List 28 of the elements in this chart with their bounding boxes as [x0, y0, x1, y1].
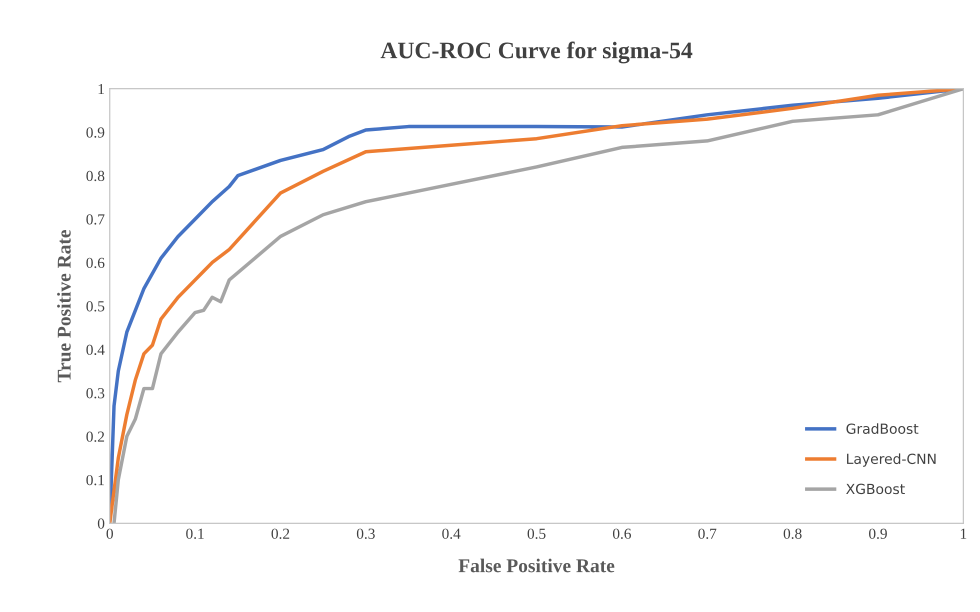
x-tick-label: 0.4: [442, 528, 460, 539]
y-tick-label: 1: [98, 84, 104, 94]
y-axis-title: True Positive Rate: [57, 230, 71, 382]
x-tick-label: 0.1: [186, 528, 204, 539]
y-tick-label: 0.3: [86, 388, 104, 398]
legend-label: XGBoost: [846, 484, 905, 494]
x-tick-label: 0.3: [356, 528, 375, 539]
y-tick-label: 0.1: [86, 474, 104, 486]
x-tick-label: 0: [106, 528, 113, 539]
y-tick-label: 0.6: [86, 258, 104, 268]
y-tick-label: 0.9: [86, 127, 104, 138]
legend-label: Layered-CNN: [847, 453, 936, 467]
x-axis-title: False Positive Rate: [458, 558, 614, 572]
y-tick-label: 0.5: [86, 301, 104, 312]
x-tick-label: 0.7: [698, 528, 716, 539]
x-tick-label: 0.5: [528, 528, 546, 539]
legend-label: GradBoost: [846, 423, 918, 434]
y-tick-label: 0.7: [86, 214, 104, 225]
y-tick-label: 0.8: [86, 170, 104, 182]
x-tick-label: 0.8: [784, 528, 802, 539]
y-tick-label: 0.4: [86, 344, 105, 355]
x-tick-label: 0.2: [272, 528, 290, 539]
y-tick-label: 0.2: [86, 431, 104, 442]
x-tick-label: 1: [960, 528, 966, 539]
chart-title: AUC-ROC Curve for sigma-54: [380, 42, 692, 64]
x-tick-label: 0.6: [612, 528, 631, 539]
y-tick-label: 0: [98, 518, 104, 529]
x-tick-label: 0.9: [869, 528, 887, 539]
